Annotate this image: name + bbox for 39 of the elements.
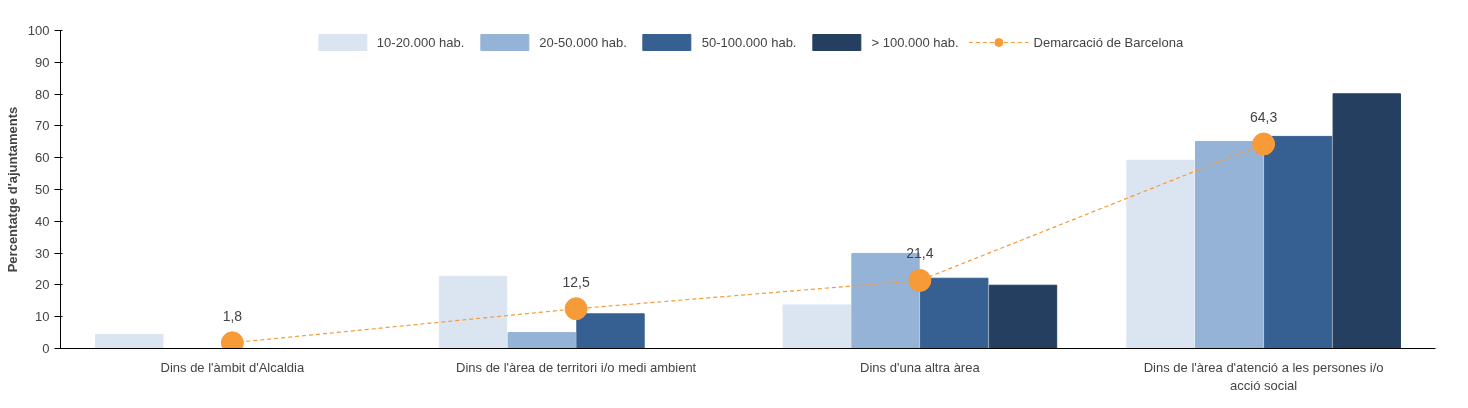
- y-tick-label: 70: [35, 118, 50, 134]
- y-tick-label: 100: [27, 23, 50, 38]
- bar: [507, 332, 576, 349]
- bar: [1263, 135, 1333, 349]
- bar: [1126, 159, 1195, 349]
- bar: [1332, 93, 1401, 349]
- point: [908, 268, 932, 292]
- y-tick-label: 10: [35, 309, 50, 325]
- data-label: 64,3: [1250, 109, 1278, 126]
- bar: [438, 275, 508, 349]
- legend-label: Demarcació de Barcelona: [1033, 34, 1184, 50]
- bar: [920, 277, 989, 349]
- data-label: 21,4: [906, 245, 934, 262]
- y-tick-label: 0: [42, 341, 50, 356]
- legend-label: > 100.000 hab.: [871, 34, 959, 50]
- bar: [1195, 140, 1264, 349]
- y-tick-label: 30: [35, 245, 50, 261]
- y-tick-label: 90: [35, 54, 50, 70]
- y-tick-label: 80: [35, 86, 50, 102]
- bar: [576, 313, 645, 349]
- y-tick-label: 60: [35, 150, 50, 166]
- x-tick-label: Dins de l'àmbit d'Alcaldia: [160, 359, 305, 375]
- bar: [782, 304, 851, 349]
- data-label: 1,8: [222, 307, 243, 324]
- legend-label: 50-100.000 hab.: [701, 34, 797, 50]
- y-axis-title: Percentatge d'ajuntaments: [4, 106, 20, 273]
- data-label: 12,5: [562, 273, 590, 290]
- y-tick-label: 20: [35, 277, 50, 293]
- legend-label: 20-50.000 hab.: [539, 34, 627, 50]
- bar: [988, 284, 1058, 349]
- point: [1252, 132, 1276, 156]
- x-tick-label: Dins de l'àrea de territori i/o medi ambient: [456, 359, 697, 375]
- x-tick-label: Dins d'una altra àrea: [860, 359, 981, 375]
- y-tick-label: 50: [35, 182, 50, 197]
- bar: [95, 334, 164, 349]
- y-tick-label: 40: [35, 213, 50, 229]
- point: [564, 297, 588, 321]
- legend-label: 10-20.000 hab.: [376, 34, 465, 50]
- x-tick-label: Dins de l'àrea d'atenció a les persones i/o acció social: [1143, 359, 1384, 393]
